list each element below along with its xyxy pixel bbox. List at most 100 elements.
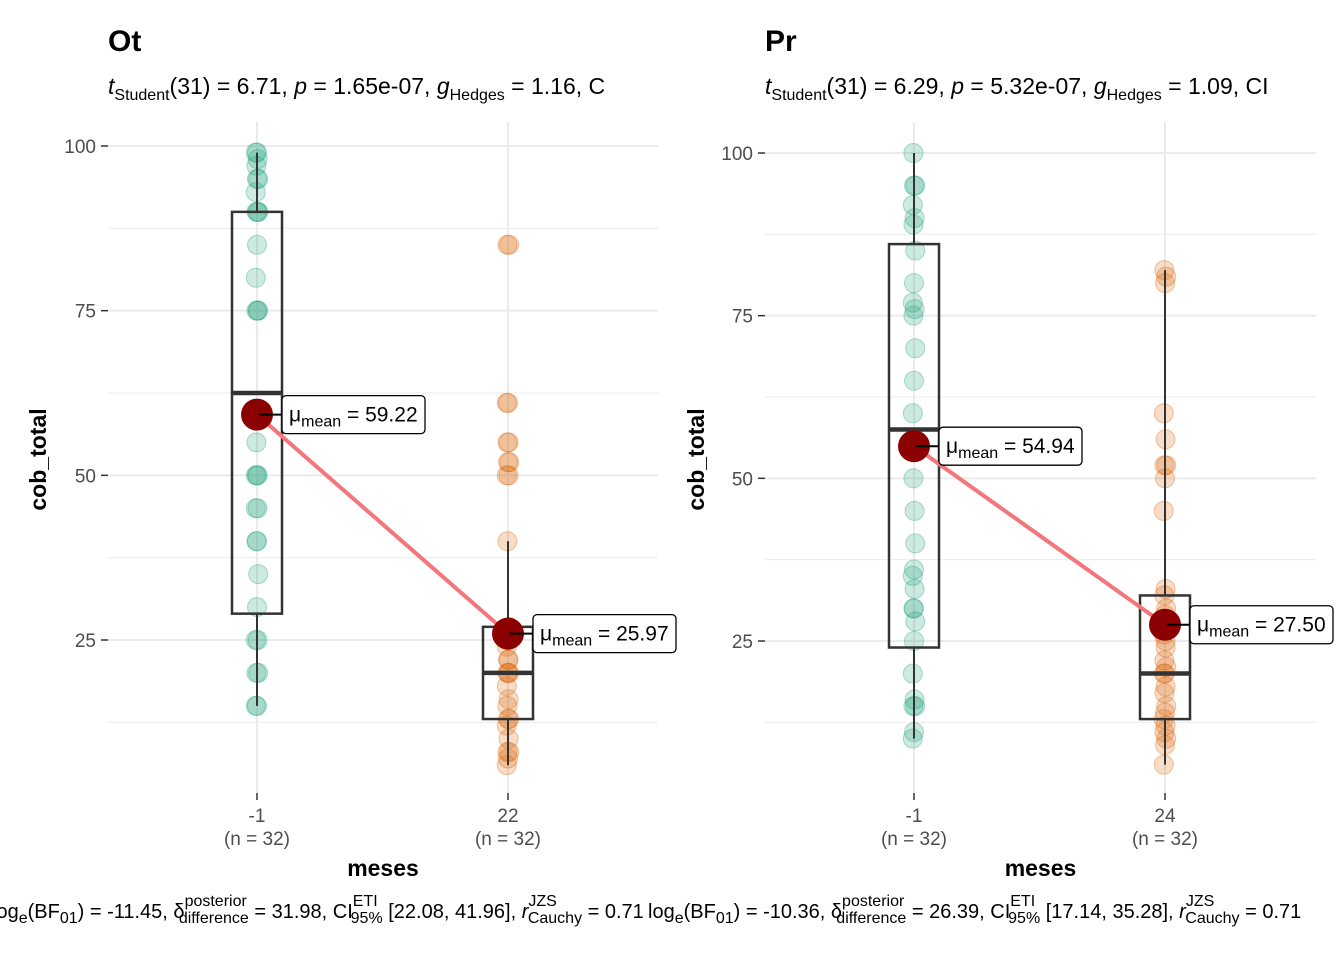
data-point [903,305,924,326]
data-point [248,662,269,683]
mean-label: μmean = 25.97 [540,623,669,650]
data-point [499,234,520,255]
data-point [248,564,269,585]
data-point [247,465,267,486]
n-label: (n = 32) [475,829,541,850]
n-label: (n = 32) [224,829,290,850]
y-tick-label: 100 [721,144,753,165]
panel-title: Ot [108,25,141,58]
data-point [1155,637,1176,658]
data-point [498,452,518,473]
bayes-caption: loge(BF01) = -10.36, δposterior differenc… [648,893,1301,927]
panel-subtitle: tStudent(31) = 6.71, p = 1.65e-07, gHedg… [108,73,605,104]
y-axis-title: cob_total [25,408,51,510]
mean-label: μmean = 27.50 [1197,614,1326,641]
mean-label: μmean = 54.94 [946,435,1075,462]
x-tick-label: -1 [249,806,266,827]
data-point [902,195,923,216]
panel-subtitle: tStudent(31) = 6.29, p = 5.32e-07, gHedg… [765,73,1269,104]
data-point [247,498,268,519]
data-point [902,403,923,424]
data-point [496,465,517,486]
mean-label-box [938,426,1083,466]
mean-label-box [1189,605,1334,645]
data-point [1156,728,1177,749]
y-tick-label: 100 [64,137,96,158]
mean-label: μmean = 59.22 [289,404,418,431]
panel-title: Pr [765,25,797,58]
data-point [498,689,519,710]
data-point [903,468,924,489]
mean-connector [912,444,1167,627]
mean-point [492,617,524,650]
data-point [246,531,267,552]
data-point [497,695,518,716]
data-point [905,611,926,632]
data-point [246,432,267,453]
data-point [1156,696,1177,717]
data-point [497,234,518,255]
data-point [904,299,925,320]
x-axis-title: meses [347,855,419,881]
data-point [247,234,267,255]
x-axis-title: meses [1005,855,1077,881]
mean-label-box [281,394,426,435]
data-point [248,300,269,321]
data-point [245,498,266,519]
data-point [905,175,926,196]
data-point [1155,676,1176,697]
data-point [903,598,924,619]
y-tick-label: 25 [75,631,96,652]
data-point [245,695,266,716]
data-point [1156,266,1177,287]
data-point [902,663,923,684]
data-point [1153,754,1174,775]
data-point [498,392,518,413]
data-point [902,292,923,313]
data-point [245,142,266,163]
data-point [247,465,268,486]
data-point [1153,500,1174,521]
data-point [904,578,925,599]
data-point [904,273,924,294]
data-point [247,300,268,321]
data-point [498,432,519,453]
data-point [1156,455,1177,476]
data-point [496,392,517,413]
y-tick-label: 75 [75,302,96,323]
y-tick-label: 75 [732,307,753,328]
data-point [496,676,517,697]
data-point [499,452,520,473]
bayes-caption: loge(BF01) = -11.45, δposteriordifferenc… [0,893,644,927]
data-point [902,565,923,586]
data-point [1154,683,1175,704]
data-point [902,728,923,749]
data-point [247,531,267,552]
data-point [248,168,269,189]
data-point [245,182,266,203]
n-label: (n = 32) [881,829,947,850]
mean-label-box [532,613,677,654]
n-label: (n = 32) [1132,829,1198,850]
data-point [497,432,518,453]
data-point [904,559,924,580]
data-point [498,649,519,670]
data-point [245,630,266,650]
data-point [905,338,926,359]
data-point [905,533,926,554]
x-tick-label: 22 [497,806,518,827]
box-2 [1138,594,1192,721]
data-point [1153,403,1174,424]
data-point [246,300,267,321]
mean-point [241,398,273,431]
data-point [245,267,266,288]
mean-point [1149,608,1181,641]
mean-connector [255,413,510,636]
y-tick-label: 25 [732,632,753,653]
data-point [904,500,925,521]
y-tick-label: 50 [732,469,753,490]
data-point [496,755,517,776]
